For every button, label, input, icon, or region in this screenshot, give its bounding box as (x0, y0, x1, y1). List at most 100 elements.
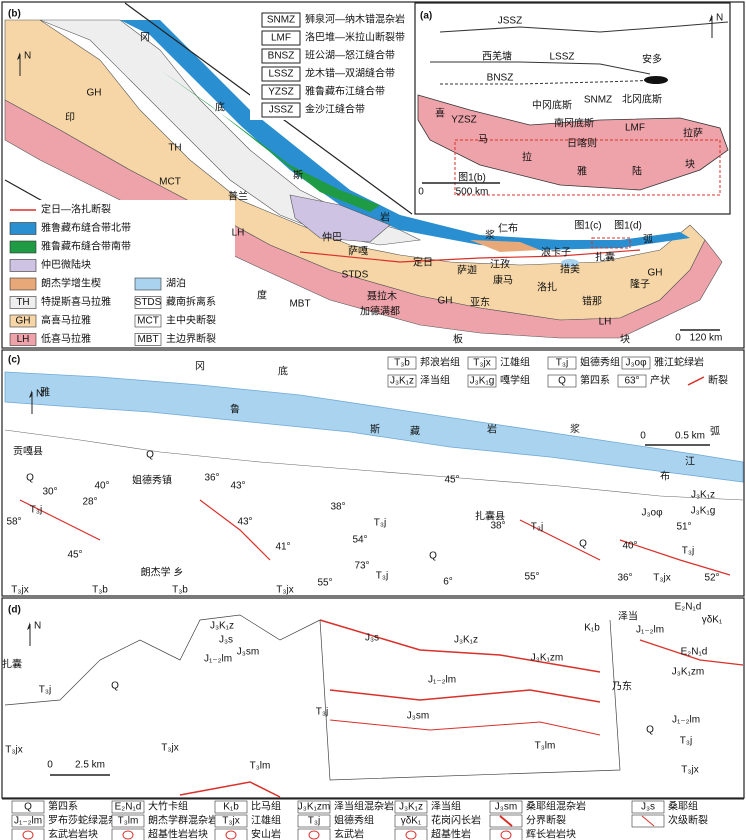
map-label: T₃jx (276, 585, 293, 596)
legend-code: J₃K₁z (399, 802, 423, 813)
map-label: GH (648, 268, 663, 279)
legend-name: 雅鲁藏布缝合带北带 (41, 221, 131, 234)
legend-swatch (394, 814, 428, 828)
legend-name: 辉长岩岩块 (526, 828, 576, 840)
map-label: 浪卡子 (541, 246, 571, 259)
map-label: YZSZ (451, 115, 477, 126)
map-label: T₃jx (5, 745, 22, 756)
map-label: 错那 (582, 295, 602, 308)
map-label: 马 (478, 134, 488, 146)
legend-code: J₃sm (495, 802, 517, 813)
map-label: T₃j (30, 505, 42, 516)
suture-line (430, 61, 651, 75)
map-label: 喜 (435, 107, 445, 120)
suture-line (439, 21, 729, 33)
map-label: 陆 (632, 165, 642, 178)
map-label: 萨嘎 (348, 246, 368, 258)
map-label: 仁布 (498, 223, 518, 235)
legend-swatch (467, 356, 497, 370)
legend-line (641, 815, 655, 827)
map-label: 0 (640, 431, 646, 442)
map-label: 岩 (380, 211, 390, 224)
map-label: 43° (230, 481, 245, 492)
map-label: 拉 (522, 151, 532, 164)
map-label: 36° (204, 473, 219, 484)
map-label: T₃j (374, 518, 386, 529)
map-label: 底 (278, 365, 288, 378)
map-label: 0.5 km (675, 431, 705, 442)
map-label: 38° (330, 502, 345, 513)
map-label: LH (599, 317, 612, 328)
th-zone (39, 19, 422, 246)
legend-swatch (297, 814, 331, 828)
abbreviation-code: LSSZ (268, 69, 293, 80)
legend-name: 泽当组混杂岩 (334, 800, 394, 813)
legend-name: 第四系 (48, 800, 78, 813)
legend-code: T₃j (556, 358, 568, 369)
legend-swatch (214, 800, 248, 814)
map-label: 6° (443, 577, 453, 588)
map-label: J₃s (219, 635, 233, 646)
legend-code: Q (24, 802, 32, 813)
map-label: J₁₋₂lm (636, 625, 664, 636)
legend-swatch (9, 296, 37, 309)
legend-code: T₃jx (473, 358, 490, 369)
legend-code: J₃K₁z (390, 376, 414, 387)
map-label: 拉萨 (683, 127, 703, 140)
map-label: 弧 (710, 425, 720, 438)
panel-c-frame (1, 349, 745, 597)
legend-swatch (111, 828, 145, 840)
legend-swatch (111, 814, 145, 828)
abbreviation-code: BNSZ (268, 51, 295, 62)
legend-name: 次级断裂 (668, 814, 708, 827)
code-box (261, 84, 301, 100)
map-label: 中冈底斯 (532, 99, 572, 112)
map-label: J₁₋₂lm (672, 715, 700, 726)
fault-line (199, 499, 271, 561)
fault-line (639, 639, 744, 666)
legend-swatch (11, 800, 45, 814)
map-label: 板 (453, 333, 463, 346)
map-label: 55° (317, 578, 332, 589)
legend-symbol (500, 830, 512, 840)
map-label: Q (26, 473, 34, 484)
map-label: K₁b (584, 623, 600, 634)
north-arrow-head (29, 390, 32, 398)
legend-name: 雅江蛇绿岩 (654, 356, 704, 369)
map-label: 73° (354, 561, 369, 572)
legend-code: Q (558, 376, 566, 387)
legend-swatch (214, 814, 248, 828)
map-label: 51° (676, 522, 691, 533)
map-label: 藏 (410, 426, 420, 438)
map-label: 0 (675, 333, 681, 344)
fault-line (319, 619, 601, 673)
map-label: 58° (6, 517, 21, 528)
map-label: 朗杰学 乡 (141, 566, 184, 579)
map-label: J₁₋₂lm (204, 654, 232, 665)
map-label: T₃j (316, 707, 328, 718)
legend-name: 雅鲁藏布缝合带南带 (41, 240, 131, 253)
legend-name: 产状 (650, 374, 670, 387)
north-arrow-head (17, 52, 20, 60)
map-label: 姐德秀镇 (132, 474, 172, 487)
legend-name: 泽当组 (420, 374, 450, 387)
ophiolite (644, 76, 668, 84)
map-label: 措美 (560, 263, 580, 276)
legend-name: 湖泊 (166, 278, 186, 290)
legend-swatch (387, 356, 417, 370)
legend-code: LH (17, 334, 30, 345)
legend-name: 朗杰学增生楔 (41, 277, 101, 290)
map-label: 隆子 (630, 278, 650, 291)
map-label: J₃oφ (641, 508, 663, 519)
map-label: 贡嘎县 (13, 446, 43, 458)
north-belt (120, 20, 690, 250)
legend-swatch (134, 333, 162, 346)
legend-name: 嘎学组 (500, 374, 530, 387)
legend-name: 江雄组 (500, 356, 530, 369)
legend-name: 低喜马拉雅 (41, 332, 91, 345)
abbreviation-box (250, 10, 412, 120)
map-label: J₃K₁zm (672, 667, 704, 678)
map-label: TH (168, 143, 181, 154)
map-label: LMF (625, 123, 645, 134)
map-label: 52° (704, 573, 719, 584)
